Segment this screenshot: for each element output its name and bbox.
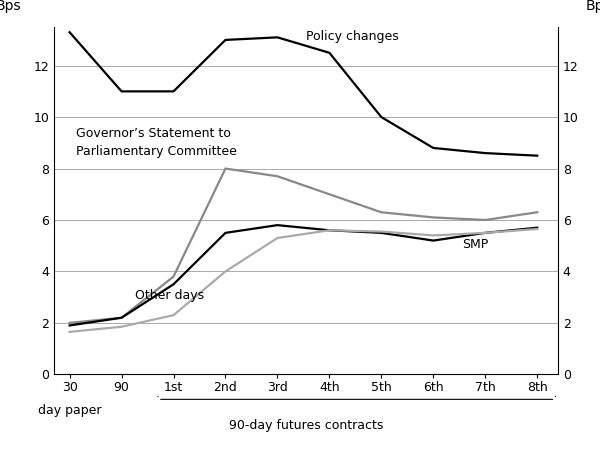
Text: Bps: Bps: [586, 0, 600, 13]
Text: Governor’s Statement to
Parliamentary Committee: Governor’s Statement to Parliamentary Co…: [76, 127, 236, 158]
Text: 90-day futures contracts: 90-day futures contracts: [229, 419, 383, 433]
Text: Policy changes: Policy changes: [306, 30, 399, 42]
Text: day paper: day paper: [38, 404, 101, 417]
Text: Bps: Bps: [0, 0, 22, 13]
Text: Other days: Other days: [134, 290, 203, 302]
Text: SMP: SMP: [462, 238, 488, 251]
